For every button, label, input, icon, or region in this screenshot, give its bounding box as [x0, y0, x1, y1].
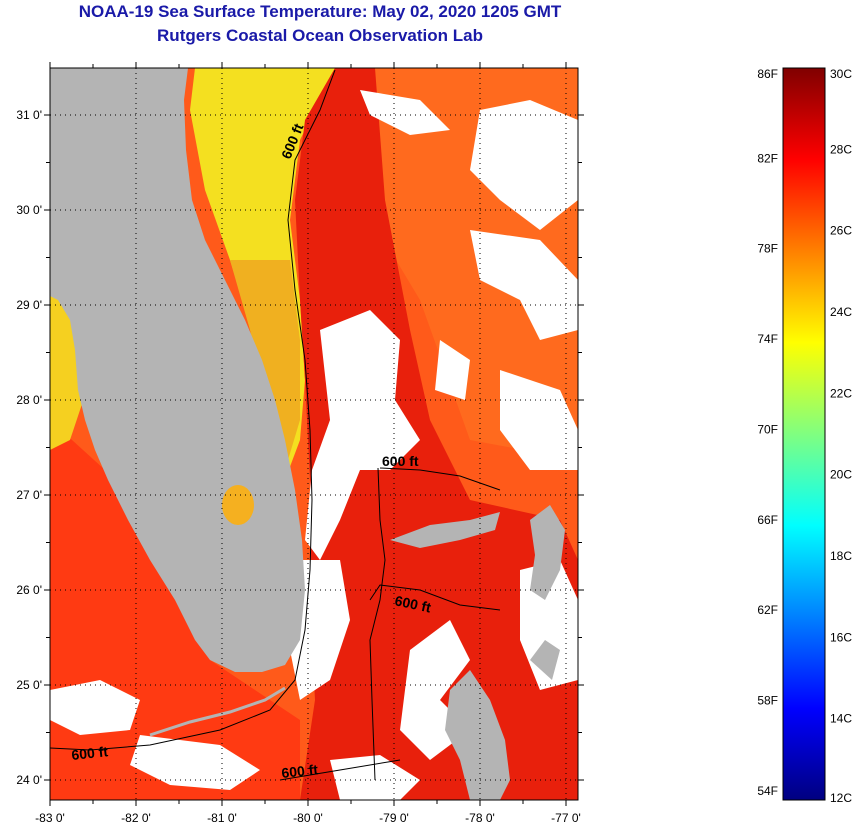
colorbar-celsius-label: 20C: [830, 468, 852, 482]
latitude-tick-label: 25 0': [16, 678, 42, 692]
colorbar-celsius-label: 28C: [830, 142, 852, 156]
colorbar-celsius-label: 22C: [830, 386, 852, 400]
latitude-tick-label: 26 0': [16, 583, 42, 597]
longitude-tick-label: -79 0': [379, 811, 409, 825]
latitude-tick-label: 31 0': [16, 108, 42, 122]
colorbar-celsius-label: 12C: [830, 791, 852, 805]
lake-okeechobee: [222, 485, 254, 525]
colorbar-celsius-label: 16C: [830, 630, 852, 644]
abaco-island: [530, 505, 565, 600]
latitude-tick-labels: 31 0' 30 0' 29 0' 28 0' 27 0' 26 0' 25 0' 24 0': [16, 108, 42, 787]
latitude-tick-label: 24 0': [16, 773, 42, 787]
longitude-tick-labels: -83 0' -82 0' -81 0' -80 0' -79 0' -78 0' -77 …: [35, 811, 581, 825]
latitude-tick-label: 29 0': [16, 298, 42, 312]
map-plot-area: [50, 68, 578, 800]
latitude-tick-label: 28 0': [16, 393, 42, 407]
colorbar-celsius-label: 18C: [830, 549, 852, 563]
longitude-tick-label: -77 0': [551, 811, 581, 825]
longitude-tick-label: -78 0': [465, 811, 495, 825]
grand-bahama-island: [390, 512, 500, 548]
map-title: NOAA-19 Sea Surface Temperature: May 02,…: [78, 2, 562, 21]
longitude-tick-label: -83 0': [35, 811, 65, 825]
colorbar-fahrenheit-label: 54F: [757, 784, 778, 798]
colorbar-fahrenheit-label: 78F: [757, 242, 778, 256]
map-subtitle: Rutgers Coastal Ocean Observation Lab: [157, 26, 483, 45]
longitude-tick-label: -82 0': [121, 811, 151, 825]
isobath-label: 600 ft: [281, 761, 319, 781]
andros-island: [445, 670, 510, 800]
colorbar-fahrenheit-labels: 86F 82F 78F 74F 70F 66F 62F 58F 54F: [757, 67, 778, 798]
colorbar-fahrenheit-label: 58F: [757, 694, 778, 708]
florida-keys: [149, 686, 286, 737]
colorbar-fahrenheit-label: 62F: [757, 603, 778, 617]
colorbar-celsius-label: 26C: [830, 224, 852, 238]
isobath-label: 600 ft: [393, 592, 432, 615]
colorbar: [782, 67, 826, 801]
longitude-tick-label: -80 0': [293, 811, 323, 825]
bahamas-cay: [530, 640, 560, 680]
colorbar-fahrenheit-label: 82F: [757, 151, 778, 165]
colorbar-fahrenheit-label: 86F: [757, 67, 778, 81]
colorbar-celsius-labels: 30C 28C 26C 24C 22C 20C 18C 16C 14C 12C: [830, 67, 852, 805]
colorbar-celsius-label: 24C: [830, 305, 852, 319]
isobath-label: 600 ft: [382, 453, 419, 469]
colorbar-fahrenheit-label: 74F: [757, 332, 778, 346]
colorbar-celsius-label: 14C: [830, 712, 852, 726]
isobath-label: 600 ft: [71, 743, 109, 763]
colorbar-fahrenheit-label: 66F: [757, 513, 778, 527]
gulf-stream-water: [295, 68, 578, 800]
latitude-tick-label: 30 0': [16, 203, 42, 217]
colorbar-fahrenheit-label: 70F: [757, 422, 778, 436]
map-frame: [49, 67, 579, 801]
colorbar-celsius-label: 30C: [830, 67, 852, 81]
coastal-transition-water: [230, 260, 300, 470]
graticule: [44, 62, 584, 806]
longitude-tick-label: -81 0': [207, 811, 237, 825]
latitude-tick-label: 27 0': [16, 488, 42, 502]
